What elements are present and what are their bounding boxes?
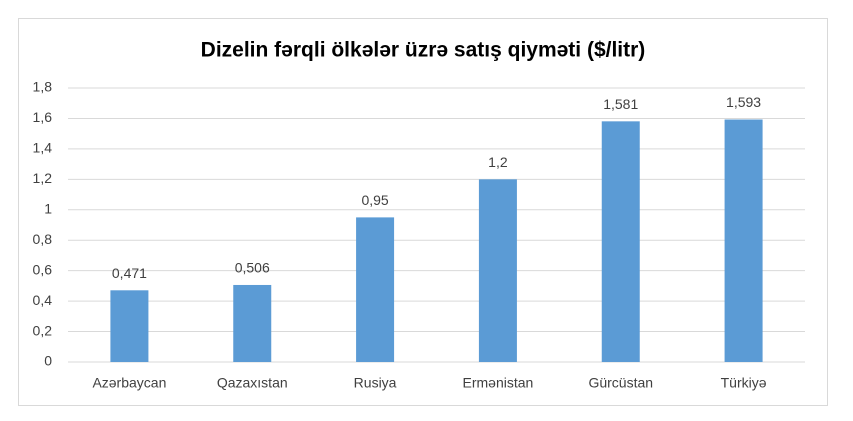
y-tick-label: 1,6 xyxy=(33,109,53,125)
bar xyxy=(724,119,763,362)
y-tick-label: 0,2 xyxy=(33,322,53,338)
x-tick-label: Türkiyə xyxy=(721,375,767,391)
y-tick-label: 1,2 xyxy=(33,170,53,186)
y-tick-label: 1 xyxy=(44,200,52,216)
value-label: 0,506 xyxy=(235,260,270,276)
y-tick-label: 0,8 xyxy=(33,231,53,247)
x-tick-label: Rusiya xyxy=(354,375,397,391)
chart-title: Dizelin fərqli ölkələr üzrə satış qiymət… xyxy=(201,39,646,62)
value-label: 0,95 xyxy=(361,192,388,208)
chart-border xyxy=(18,18,828,406)
bar xyxy=(356,217,395,362)
y-tick-label: 0,4 xyxy=(33,292,53,308)
bar xyxy=(233,284,272,362)
value-label: 1,581 xyxy=(603,96,638,112)
bar xyxy=(478,179,517,362)
y-tick-label: 1,8 xyxy=(33,79,53,95)
y-tick-label: 0 xyxy=(44,353,52,369)
value-label: 0,471 xyxy=(112,265,147,281)
value-label: 1,2 xyxy=(488,154,508,170)
x-tick-label: Azərbaycan xyxy=(92,375,166,391)
y-tick-label: 1,4 xyxy=(33,140,53,156)
x-tick-label: Ermənistan xyxy=(463,375,534,391)
x-tick-label: Qazaxıstan xyxy=(217,375,288,391)
bar xyxy=(110,290,149,362)
x-tick-label: Gürcüstan xyxy=(588,375,653,391)
bar xyxy=(601,121,640,362)
value-label: 1,593 xyxy=(726,94,761,110)
y-tick-label: 0,6 xyxy=(33,261,53,277)
